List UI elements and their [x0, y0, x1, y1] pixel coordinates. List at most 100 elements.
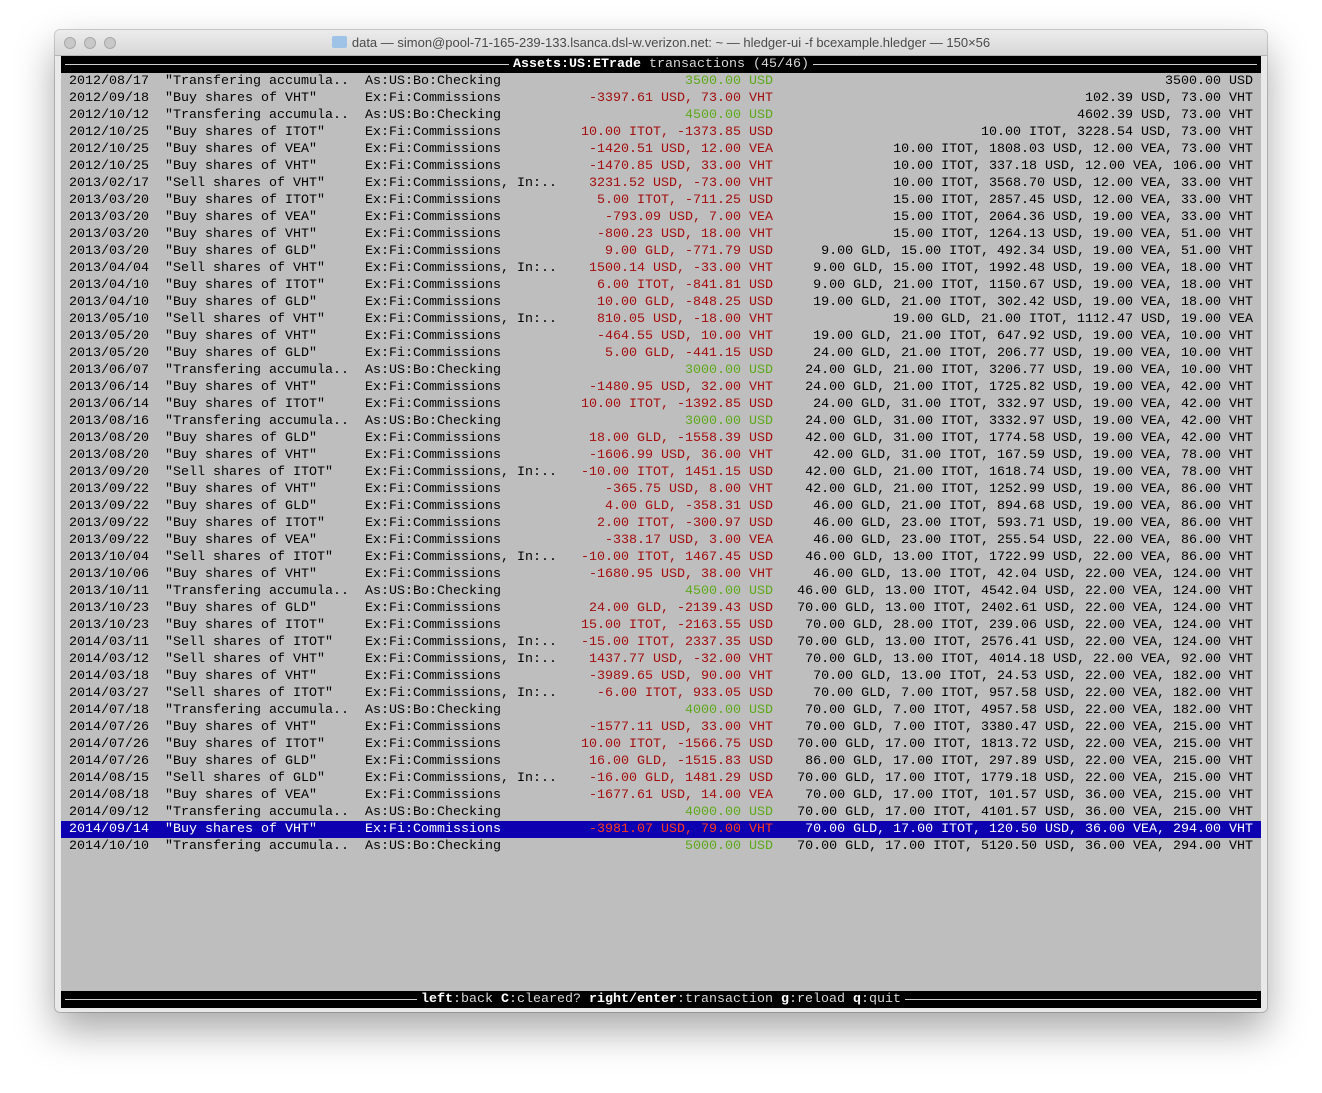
table-row[interactable]: 2014/07/18 "Transfering accumula.. As:US:B… — [61, 702, 1261, 719]
account-cell: Ex:Fi:Commissions, In:.. — [365, 686, 557, 701]
table-row[interactable]: 2013/04/10 "Buy shares of GLD" Ex:Fi:Commi… — [61, 294, 1261, 311]
balance-cell: 15.00 ITOT, 1264.13 USD, 19.00 VEA, 51.0… — [893, 227, 1253, 242]
date-cell: 2014/08/15 — [69, 771, 149, 786]
amount-cell: 5.00 ITOT, -711.25 USD — [597, 193, 773, 208]
table-row[interactable]: 2014/09/12 "Transfering accumula.. As:US:B… — [61, 804, 1261, 821]
amount-cell: 1437.77 USD, -32.00 VHT — [589, 652, 773, 667]
table-row[interactable]: 2013/09/20 "Sell shares of ITOT" Ex:Fi:Com… — [61, 464, 1261, 481]
balance-cell: 10.00 ITOT, 3228.54 USD, 73.00 VHT — [981, 125, 1253, 140]
date-cell: 2014/03/11 — [69, 635, 149, 650]
balance-cell: 24.00 GLD, 31.00 ITOT, 3332.97 USD, 19.0… — [805, 414, 1253, 429]
balance-cell: 15.00 ITOT, 2857.45 USD, 12.00 VEA, 33.0… — [893, 193, 1253, 208]
account-cell: As:US:Bo:Checking — [365, 363, 501, 378]
table-row[interactable]: 2013/10/06 "Buy shares of VHT" Ex:Fi:Commi… — [61, 566, 1261, 583]
balance-cell: 70.00 GLD, 17.00 ITOT, 1779.18 USD, 22.0… — [797, 771, 1253, 786]
description-cell: "Sell shares of VHT" — [165, 176, 325, 191]
terminal-window: data — simon@pool-71-165-239-133.lsanca.… — [55, 30, 1267, 1012]
amount-cell: 3500.00 USD — [685, 74, 773, 89]
table-row[interactable]: 2013/09/22 "Buy shares of GLD" Ex:Fi:Commi… — [61, 498, 1261, 515]
date-cell: 2012/10/25 — [69, 159, 149, 174]
table-row[interactable]: 2014/08/18 "Buy shares of VEA" Ex:Fi:Commi… — [61, 787, 1261, 804]
table-row[interactable]: 2013/03/20 "Buy shares of VHT" Ex:Fi:Commi… — [61, 226, 1261, 243]
description-cell: "Buy shares of GLD" — [165, 431, 317, 446]
table-row[interactable]: 2013/03/20 "Buy shares of ITOT" Ex:Fi:Comm… — [61, 192, 1261, 209]
balance-cell: 24.00 GLD, 21.00 ITOT, 206.77 USD, 19.00… — [813, 346, 1253, 361]
table-row[interactable]: 2014/08/15 "Sell shares of GLD" Ex:Fi:Comm… — [61, 770, 1261, 787]
terminal[interactable]: Assets:US:ETrade transactions (45/46) 20… — [61, 56, 1261, 1008]
date-cell: 2013/09/22 — [69, 499, 149, 514]
description-cell: "Buy shares of VHT" — [165, 567, 317, 582]
description-cell: "Buy shares of VEA" — [165, 533, 317, 548]
footer-help-bar: left:back C:cleared? right/enter:transac… — [61, 991, 1261, 1008]
table-row[interactable]: 2013/09/22 "Buy shares of ITOT" Ex:Fi:Comm… — [61, 515, 1261, 532]
date-cell: 2013/04/10 — [69, 278, 149, 293]
description-cell: "Buy shares of GLD" — [165, 601, 317, 616]
balance-cell: 70.00 GLD, 7.00 ITOT, 3380.47 USD, 22.00… — [805, 720, 1253, 735]
table-row[interactable]: 2014/10/10 "Transfering accumula.. As:US:B… — [61, 838, 1261, 855]
account-cell: Ex:Fi:Commissions — [365, 720, 501, 735]
transaction-list[interactable]: 2012/08/17 "Transfering accumula.. As:US:B… — [61, 73, 1261, 855]
balance-cell: 70.00 GLD, 17.00 ITOT, 1813.72 USD, 22.0… — [797, 737, 1253, 752]
close-button[interactable] — [64, 37, 76, 49]
date-cell: 2012/10/12 — [69, 108, 149, 123]
table-row[interactable]: 2012/10/25 "Buy shares of VEA" Ex:Fi:Commi… — [61, 141, 1261, 158]
balance-cell: 4602.39 USD, 73.00 VHT — [1077, 108, 1253, 123]
minimize-button[interactable] — [84, 37, 96, 49]
balance-cell: 70.00 GLD, 7.00 ITOT, 957.58 USD, 22.00 … — [813, 686, 1253, 701]
table-row[interactable]: 2012/10/25 "Buy shares of VHT" Ex:Fi:Commi… — [61, 158, 1261, 175]
table-row[interactable]: 2014/03/27 "Sell shares of ITOT" Ex:Fi:Com… — [61, 685, 1261, 702]
table-row[interactable]: 2013/04/04 "Sell shares of VHT" Ex:Fi:Comm… — [61, 260, 1261, 277]
table-row[interactable]: 2012/10/12 "Transfering accumula.. As:US:B… — [61, 107, 1261, 124]
table-row[interactable]: 2014/03/11 "Sell shares of ITOT" Ex:Fi:Com… — [61, 634, 1261, 651]
amount-cell: -1577.11 USD, 33.00 VHT — [589, 720, 773, 735]
amount-cell: 4500.00 USD — [685, 584, 773, 599]
table-row[interactable]: 2014/07/26 "Buy shares of GLD" Ex:Fi:Commi… — [61, 753, 1261, 770]
balance-cell: 70.00 GLD, 13.00 ITOT, 2402.61 USD, 22.0… — [797, 601, 1253, 616]
table-row[interactable]: 2013/08/16 "Transfering accumula.. As:US:B… — [61, 413, 1261, 430]
date-cell: 2012/10/25 — [69, 142, 149, 157]
table-row[interactable]: 2014/07/26 "Buy shares of ITOT" Ex:Fi:Comm… — [61, 736, 1261, 753]
description-cell: "Buy shares of ITOT" — [165, 397, 325, 412]
table-row[interactable]: 2013/06/14 "Buy shares of VHT" Ex:Fi:Commi… — [61, 379, 1261, 396]
table-row[interactable]: 2013/10/04 "Sell shares of ITOT" Ex:Fi:Com… — [61, 549, 1261, 566]
window-title-text: data — simon@pool-71-165-239-133.lsanca.… — [351, 35, 991, 50]
table-row[interactable]: 2013/05/10 "Sell shares of VHT" Ex:Fi:Comm… — [61, 311, 1261, 328]
description-cell: "Buy shares of ITOT" — [165, 278, 325, 293]
account-cell: As:US:Bo:Checking — [365, 805, 501, 820]
table-row[interactable]: 2013/04/10 "Buy shares of ITOT" Ex:Fi:Comm… — [61, 277, 1261, 294]
table-row[interactable]: 2013/05/20 "Buy shares of GLD" Ex:Fi:Commi… — [61, 345, 1261, 362]
table-row-selected[interactable]: 2014/09/14 "Buy shares of VHT" Ex:Fi:Commi… — [61, 821, 1261, 838]
account-cell: Ex:Fi:Commissions — [365, 567, 501, 582]
table-row[interactable]: 2013/09/22 "Buy shares of VHT" Ex:Fi:Commi… — [61, 481, 1261, 498]
table-row[interactable]: 2013/10/23 "Buy shares of GLD" Ex:Fi:Commi… — [61, 600, 1261, 617]
table-row[interactable]: 2013/08/20 "Buy shares of VHT" Ex:Fi:Commi… — [61, 447, 1261, 464]
balance-cell: 46.00 GLD, 13.00 ITOT, 42.04 USD, 22.00 … — [813, 567, 1253, 582]
amount-cell: 10.00 ITOT, -1373.85 USD — [581, 125, 773, 140]
table-row[interactable]: 2013/10/11 "Transfering accumula.. As:US:B… — [61, 583, 1261, 600]
balance-cell: 70.00 GLD, 17.00 ITOT, 120.50 USD, 36.00… — [805, 822, 1253, 837]
table-row[interactable]: 2013/02/17 "Sell shares of VHT" Ex:Fi:Comm… — [61, 175, 1261, 192]
table-row[interactable]: 2013/05/20 "Buy shares of VHT" Ex:Fi:Commi… — [61, 328, 1261, 345]
account-cell: Ex:Fi:Commissions — [365, 346, 501, 361]
table-row[interactable]: 2014/03/18 "Buy shares of VHT" Ex:Fi:Commi… — [61, 668, 1261, 685]
table-row[interactable]: 2012/08/17 "Transfering accumula.. As:US:B… — [61, 73, 1261, 90]
description-cell: "Sell shares of GLD" — [165, 771, 325, 786]
zoom-button[interactable] — [104, 37, 116, 49]
table-row[interactable]: 2013/06/07 "Transfering accumula.. As:US:B… — [61, 362, 1261, 379]
shortcut-key: right/enter — [589, 992, 677, 1007]
table-row[interactable]: 2013/03/20 "Buy shares of GLD" Ex:Fi:Commi… — [61, 243, 1261, 260]
table-row[interactable]: 2013/09/22 "Buy shares of VEA" Ex:Fi:Commi… — [61, 532, 1261, 549]
table-row[interactable]: 2013/03/20 "Buy shares of VEA" Ex:Fi:Commi… — [61, 209, 1261, 226]
balance-cell: 70.00 GLD, 7.00 ITOT, 4957.58 USD, 22.00… — [805, 703, 1253, 718]
table-row[interactable]: 2014/07/26 "Buy shares of VHT" Ex:Fi:Commi… — [61, 719, 1261, 736]
date-cell: 2014/08/18 — [69, 788, 149, 803]
amount-cell: 3000.00 USD — [685, 363, 773, 378]
account-cell: Ex:Fi:Commissions — [365, 397, 501, 412]
balance-cell: 70.00 GLD, 17.00 ITOT, 5120.50 USD, 36.0… — [797, 839, 1253, 854]
table-row[interactable]: 2014/03/12 "Sell shares of VHT" Ex:Fi:Comm… — [61, 651, 1261, 668]
table-row[interactable]: 2013/10/23 "Buy shares of ITOT" Ex:Fi:Comm… — [61, 617, 1261, 634]
table-row[interactable]: 2013/08/20 "Buy shares of GLD" Ex:Fi:Commi… — [61, 430, 1261, 447]
table-row[interactable]: 2012/10/25 "Buy shares of ITOT" Ex:Fi:Comm… — [61, 124, 1261, 141]
table-row[interactable]: 2012/09/18 "Buy shares of VHT" Ex:Fi:Commi… — [61, 90, 1261, 107]
table-row[interactable]: 2013/06/14 "Buy shares of ITOT" Ex:Fi:Comm… — [61, 396, 1261, 413]
